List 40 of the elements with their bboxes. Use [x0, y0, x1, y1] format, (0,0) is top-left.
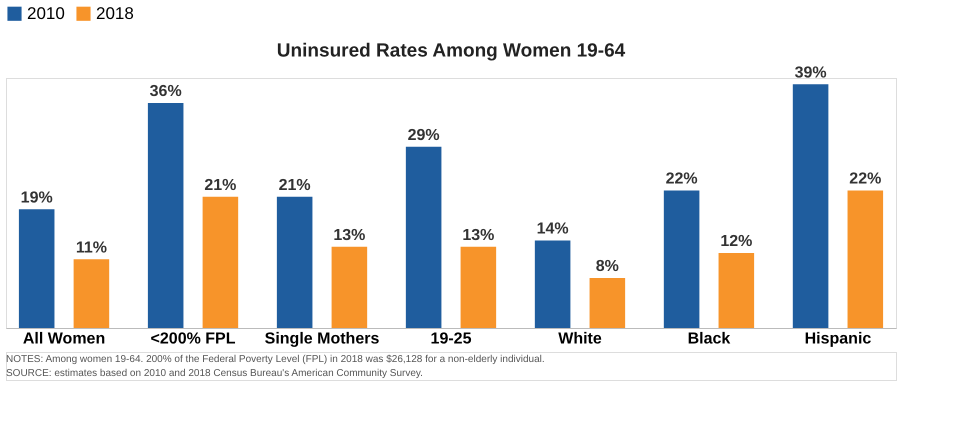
source-note: SOURCE: estimates based on 2010 and 2018 Census Bureau's American Community Survey. [6, 368, 423, 379]
bar [406, 146, 442, 328]
chart-title: Uninsured Rates Among Women 19-64 [276, 40, 626, 62]
data-label: 8% [596, 258, 619, 275]
bar [74, 259, 110, 328]
data-label: 19% [20, 189, 53, 206]
data-label: 39% [794, 64, 827, 82]
bar [718, 253, 754, 328]
data-label: 36% [150, 83, 182, 100]
data-label: 14% [536, 220, 569, 238]
bar [460, 246, 496, 328]
bar [534, 240, 570, 328]
x-tick-label: Black [688, 330, 730, 348]
bar [202, 196, 238, 328]
bar [18, 209, 54, 328]
x-tick-label: White [558, 330, 602, 348]
data-label: 21% [278, 176, 311, 194]
bar [276, 196, 312, 328]
bar [664, 190, 700, 328]
bar [332, 246, 368, 328]
bar [590, 278, 626, 328]
data-label: 13% [462, 226, 494, 244]
x-tick-label: Single Mothers [264, 330, 380, 348]
data-label: 22% [666, 170, 698, 188]
x-tick-label: All Women [22, 330, 106, 348]
data-label: 12% [720, 233, 752, 250]
legend-label: 2018 [96, 4, 134, 23]
data-label: 11% [76, 239, 107, 256]
x-tick-label: Hispanic [804, 330, 872, 348]
x-tick-label: <200% FPL [150, 330, 236, 348]
bar [148, 103, 184, 328]
bar [792, 84, 828, 328]
legend-label: 2010 [27, 4, 65, 23]
data-label: 21% [204, 176, 236, 194]
data-label: 22% [849, 170, 882, 188]
x-tick-label: 19-25 [430, 330, 472, 348]
data-label: 13% [333, 226, 366, 244]
bar [848, 190, 884, 328]
data-label: 29% [408, 126, 440, 144]
text: NOTES: Among women 19-64. 200% of the Federal Poverty Level (FPL) in 2018 was $26,128 for a non-elderly individual. [6, 354, 545, 365]
